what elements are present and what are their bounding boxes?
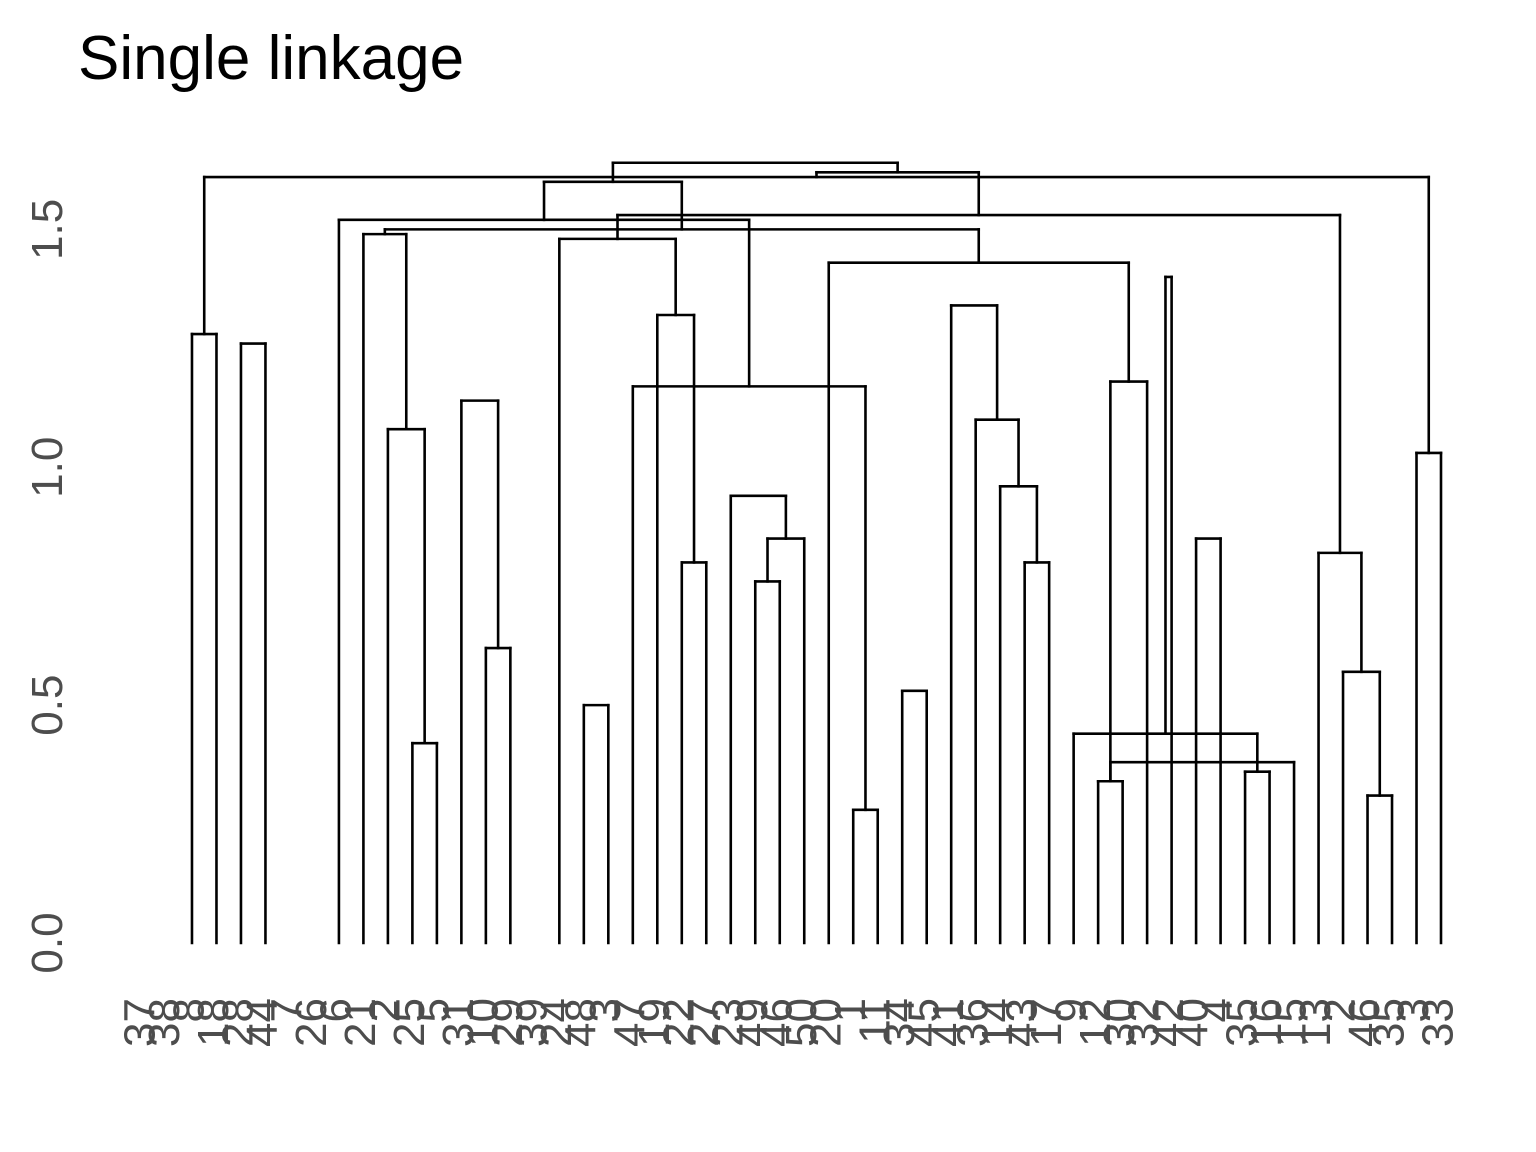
leaf-label: 41 — [924, 998, 973, 1047]
leaf-label: 31 — [434, 998, 483, 1047]
leaf-label: 15 — [1267, 998, 1316, 1047]
leaf-label: 46 — [1340, 998, 1389, 1047]
leaf-label: 36 — [948, 998, 997, 1047]
leaf-label: 2 — [1316, 998, 1365, 1022]
leaf-label: 6 — [312, 998, 361, 1022]
leaf-label: 44 — [238, 998, 287, 1047]
leaf-label: 21 — [336, 998, 385, 1047]
leaf-label: 40 — [1169, 998, 1218, 1047]
leaf-label: 35 — [1365, 998, 1414, 1047]
leaf-label: 42 — [1144, 998, 1193, 1047]
leaf-label: 32 — [1120, 998, 1169, 1047]
leaf-label: 1 — [826, 998, 875, 1022]
leaf-label: 48 — [556, 998, 605, 1047]
y-tick-label: 0.5 — [23, 675, 72, 736]
y-tick-label: 1.5 — [23, 199, 72, 260]
leaf-label: 35 — [1218, 998, 1267, 1047]
leaf-label: 30 — [1095, 998, 1144, 1047]
leaf-label: 16 — [1242, 998, 1291, 1047]
leaf-label: 27 — [679, 998, 728, 1047]
leaf-label: 26 — [287, 998, 336, 1047]
leaf-label: 19 — [630, 998, 679, 1047]
leaf-label: 5 — [410, 998, 459, 1022]
leaf-label: 2 — [361, 998, 410, 1022]
leaf-label: 14 — [973, 998, 1022, 1047]
leaf-label: 3 — [1389, 998, 1438, 1022]
leaf-label: 47 — [605, 998, 654, 1047]
leaf-label: 34 — [875, 998, 924, 1047]
leaf-label: 24 — [532, 998, 581, 1047]
leaf-label: 9 — [1046, 998, 1095, 1022]
leaf-label: 11 — [850, 998, 899, 1044]
leaf-label: 3 — [581, 998, 630, 1022]
leaf-label: 43 — [997, 998, 1046, 1047]
leaf-label: 17 — [1022, 998, 1071, 1047]
leaf-label: 18 — [189, 998, 238, 1047]
y-tick-label: 0.0 — [23, 912, 72, 973]
leaf-label: 38 — [140, 998, 189, 1047]
leaf-labels: 3738818284472662122553110293924483471922… — [116, 998, 1463, 1047]
dendrogram-tree — [190, 161, 1443, 945]
leaf-label: 23 — [703, 998, 752, 1047]
y-tick-label: 1.0 — [23, 437, 72, 498]
leaf-label: 39 — [507, 998, 556, 1047]
leaf-label: 7 — [263, 998, 312, 1022]
y-axis: 0.0 0.5 1.0 1.5 — [23, 199, 72, 974]
leaf-label: 37 — [116, 998, 165, 1047]
leaf-label: 25 — [385, 998, 434, 1047]
leaf-label: 4 — [1193, 998, 1242, 1022]
chart-title: Single linkage — [78, 24, 464, 93]
leaf-label: 22 — [654, 998, 703, 1047]
leaf-label: 10 — [458, 998, 507, 1047]
leaf-label: 28 — [214, 998, 263, 1047]
leaf-label: 29 — [483, 998, 532, 1047]
leaf-label: 12 — [1071, 998, 1120, 1047]
leaf-label: 13 — [1291, 998, 1340, 1047]
leaf-label: 8 — [165, 998, 214, 1022]
leaf-label: 50 — [777, 998, 826, 1047]
leaf-label: 33 — [1414, 998, 1463, 1047]
leaf-label: 49 — [728, 998, 777, 1047]
leaf-label: 20 — [801, 998, 850, 1047]
leaf-label: 45 — [899, 998, 948, 1047]
leaf-label: 46 — [752, 998, 801, 1047]
